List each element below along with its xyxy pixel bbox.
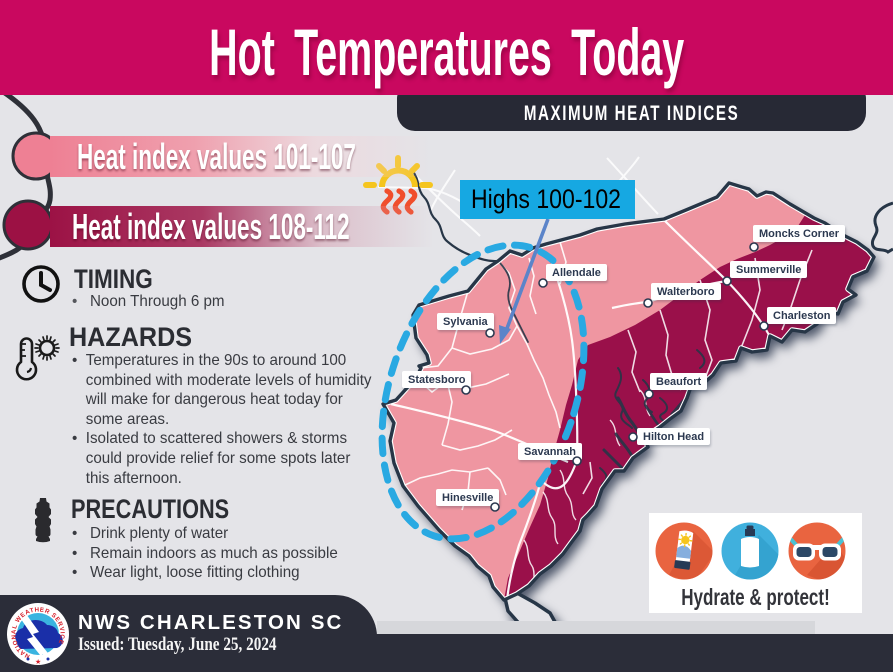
svg-text:★: ★ bbox=[35, 658, 41, 666]
